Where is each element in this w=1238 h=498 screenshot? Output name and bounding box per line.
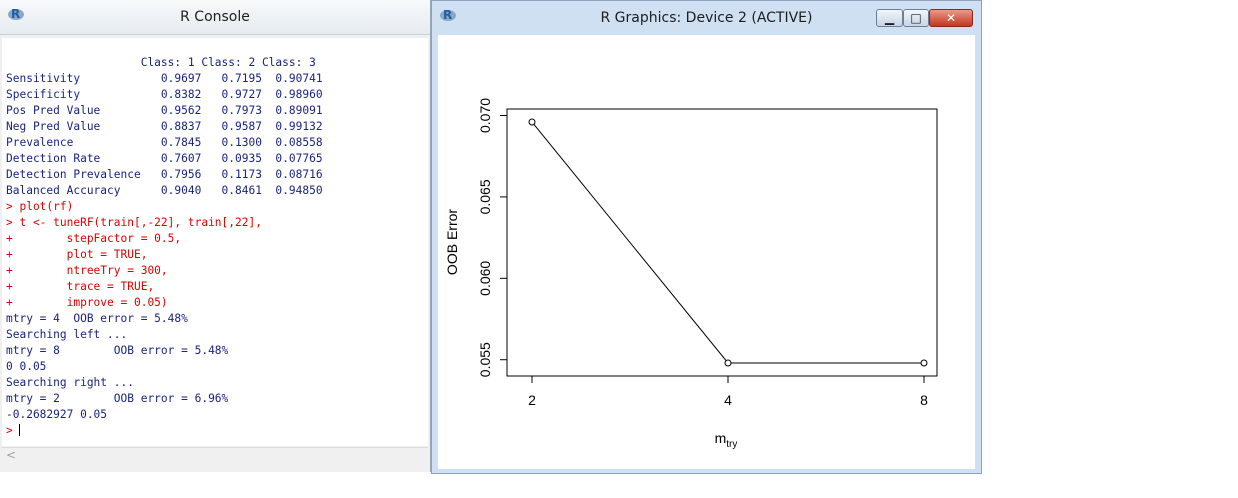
x-tick-label: 8 <box>920 392 928 408</box>
minimize-button[interactable]: ▁ <box>876 9 903 27</box>
console-output-line: mtry = 8 OOB error = 5.48% <box>6 344 229 357</box>
maximize-button[interactable]: □ <box>903 9 929 27</box>
r-console-window[interactable]: R R Console Class: 1 Class: 2 Class: 3 S… <box>0 0 431 472</box>
console-output-line: Neg Pred Value 0.8837 0.9587 0.99132 <box>6 120 323 133</box>
horizontal-scrollbar[interactable]: < <box>2 447 428 464</box>
x-tick-label: 4 <box>724 392 732 408</box>
console-prompt[interactable]: > <box>6 424 20 437</box>
scroll-left-icon[interactable]: < <box>6 448 17 462</box>
console-output-line: Pos Pred Value 0.9562 0.7973 0.89091 <box>6 104 323 117</box>
x-tick-label: 2 <box>528 392 536 408</box>
y-tick-label: 0.060 <box>477 261 493 296</box>
console-command-line: > plot(rf) <box>6 200 74 213</box>
y-axis-label: OOB Error <box>444 209 460 275</box>
y-tick-label: 0.070 <box>477 98 493 133</box>
x-axis-label-main: m <box>715 430 727 446</box>
r-graphics-window[interactable]: R R Graphics: Device 2 (ACTIVE) ▁ □ ✕ OO… <box>431 0 982 474</box>
console-command-line: + trace = TRUE, <box>6 280 155 293</box>
y-tick-label: 0.055 <box>477 342 493 377</box>
console-output-line: Detection Prevalence 0.7956 0.1173 0.087… <box>6 168 323 181</box>
console-command-line: + improve = 0.05) <box>6 296 168 309</box>
x-axis-label: mtry <box>715 430 738 450</box>
plot-canvas: OOB Error mtry 2 4 8 0.055 0.060 0.065 0.070 <box>438 35 975 469</box>
maximize-icon: □ <box>910 11 922 25</box>
console-output-line: mtry = 2 OOB error = 6.96% <box>6 392 229 405</box>
series-line <box>531 121 924 364</box>
console-command-line: + plot = TRUE, <box>6 248 148 261</box>
console-output-line: Specificity 0.8382 0.9727 0.98960 <box>6 88 323 101</box>
data-point <box>528 118 536 126</box>
console-output-line: mtry = 4 OOB error = 5.48% <box>6 312 188 325</box>
oob-error-chart: OOB Error mtry 2 4 8 0.055 0.060 0.065 0.070 <box>444 98 938 450</box>
data-point <box>920 359 928 367</box>
close-icon: ✕ <box>945 11 957 25</box>
console-title: R Console <box>180 9 250 25</box>
console-output-line: -0.2682927 0.05 <box>6 408 108 421</box>
console-command-line: > t <- tuneRF(train[,-22], train[,22], <box>6 216 262 229</box>
console-output-line: Searching left ... <box>6 328 128 341</box>
console-output-line: 0 0.05 <box>6 360 47 373</box>
console-output-line: Detection Rate 0.7607 0.0935 0.07765 <box>6 152 323 165</box>
graphics-title: R Graphics: Device 2 (ACTIVE) <box>600 10 813 26</box>
console-output-line: Searching right ... <box>6 376 134 389</box>
close-button[interactable]: ✕ <box>929 9 973 27</box>
console-output-line: Prevalence 0.7845 0.1300 0.08558 <box>6 136 323 149</box>
data-point <box>724 359 732 367</box>
minimize-icon: ▁ <box>884 11 895 25</box>
x-axis-label-sub: try <box>726 439 737 450</box>
console-output-line: Class: 1 Class: 2 Class: 3 <box>6 56 316 69</box>
graphics-title-bar[interactable]: R R Graphics: Device 2 (ACTIVE) ▁ □ ✕ <box>432 1 981 35</box>
text-cursor <box>19 424 21 436</box>
console-output-line: Balanced Accuracy 0.9040 0.8461 0.94850 <box>6 184 323 197</box>
console-title-bar[interactable]: R R Console <box>0 0 430 35</box>
plot-frame <box>506 108 938 377</box>
console-output-area[interactable]: Class: 1 Class: 2 Class: 3 Sensitivity 0… <box>2 38 428 446</box>
r-logo-icon: R <box>8 7 26 23</box>
console-output-line: Sensitivity 0.9697 0.7195 0.90741 <box>6 72 323 85</box>
r-logo-icon: R <box>440 8 458 24</box>
console-text: Class: 1 Class: 2 Class: 3 Sensitivity 0… <box>6 55 323 439</box>
console-command-line: + ntreeTry = 300, <box>6 264 168 277</box>
console-command-line: + stepFactor = 0.5, <box>6 232 182 245</box>
y-tick-label: 0.065 <box>477 179 493 214</box>
